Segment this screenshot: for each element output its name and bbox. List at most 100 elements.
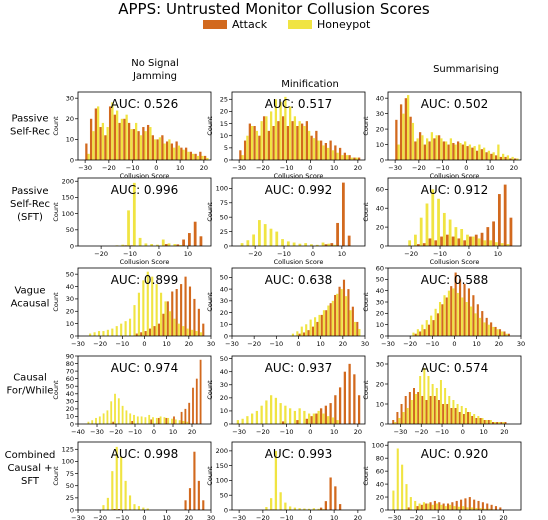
attack-bar xyxy=(432,320,435,336)
y-tick-label: 200 xyxy=(62,178,74,186)
attack-bar xyxy=(481,502,484,510)
honeypot-bar xyxy=(460,406,463,424)
attack-bar xyxy=(151,135,154,160)
x-tick-label: 20 xyxy=(354,428,362,436)
honeypot-bar xyxy=(442,212,446,246)
honeypot-bar xyxy=(120,456,123,510)
honeypot-bar xyxy=(331,300,334,336)
chart-panel: −40 −30 −20 −10 0 10 200102030405060708090Coun… xyxy=(52,352,212,436)
y-tick-label: 30 xyxy=(376,298,384,306)
attack-bar xyxy=(319,507,323,510)
attack-bar xyxy=(503,331,506,336)
auc-label: AUC: 0.588 xyxy=(421,273,489,287)
y-tick-label: 40 xyxy=(220,285,228,293)
honeypot-bar xyxy=(315,244,319,246)
honeypot-bar xyxy=(425,320,428,336)
x-tick-label: −10 xyxy=(436,164,450,172)
attack-bar xyxy=(85,143,88,160)
honeypot-bar xyxy=(120,118,124,160)
attack-bar xyxy=(509,217,513,246)
honeypot-bar xyxy=(487,324,490,336)
row-title: Causal xyxy=(13,373,47,384)
y-tick-label: 0 xyxy=(70,506,74,514)
y-tick-label: 100 xyxy=(216,477,228,485)
y-tick-label: 0 xyxy=(224,242,228,250)
attack-bar xyxy=(112,421,115,424)
honeypot-bar xyxy=(89,333,92,336)
x-tick-label: 10 xyxy=(330,428,338,436)
x-tick-label: −10 xyxy=(128,428,142,436)
honeypot-bar xyxy=(191,329,194,336)
honeypot-bar xyxy=(305,324,308,336)
row-title: SFT xyxy=(21,476,40,487)
attack-bar xyxy=(267,130,270,160)
attack-bar xyxy=(170,143,173,160)
attack-bar xyxy=(239,150,242,160)
chart-panel: −30 −20 −10 0 10 20 0 10 20 30 Count AUC: 0.574 xyxy=(362,355,522,436)
honeypot-bar xyxy=(124,480,127,510)
honeypot-bar xyxy=(427,503,430,510)
attack-bar xyxy=(437,400,440,424)
honeypot-bar xyxy=(394,422,397,424)
attack-bar xyxy=(334,395,337,424)
attack-bar xyxy=(315,130,318,160)
honeypot-bar xyxy=(106,329,109,336)
y-tick-label: 40 xyxy=(376,287,384,295)
x-tick-label: 10 xyxy=(176,164,184,172)
attack-bar xyxy=(498,329,502,336)
y-tick-label: 125 xyxy=(62,446,74,454)
x-tick-label: −20 xyxy=(93,514,107,520)
attack-bar xyxy=(338,504,342,510)
axes-frame xyxy=(231,355,366,425)
attack-bar xyxy=(180,411,183,424)
attack-bar xyxy=(464,498,467,510)
auc-label: AUC: 0.998 xyxy=(111,447,179,461)
y-axis-label: Count xyxy=(362,292,370,312)
honeypot-bar xyxy=(177,323,180,336)
attack-bar xyxy=(459,279,462,336)
x-tick-label: 20 xyxy=(354,514,362,520)
honeypot-bar xyxy=(114,393,116,424)
axes-frame xyxy=(387,91,522,161)
x-tick-label: 20 xyxy=(500,428,508,436)
attack-bar xyxy=(442,141,445,160)
honeypot-bar xyxy=(345,296,348,336)
attack-bar xyxy=(400,404,403,424)
y-tick-label: 20 xyxy=(66,115,74,123)
y-tick-label: 90 xyxy=(66,352,74,360)
attack-bar xyxy=(507,333,510,336)
x-tick-label: 0 xyxy=(467,250,471,258)
honeypot-bar xyxy=(241,418,244,424)
honeypot-bar xyxy=(308,508,311,510)
y-tick-label: 30 xyxy=(66,398,74,406)
x-axis-label: Collusion Score xyxy=(274,258,324,266)
attack-bar xyxy=(428,141,431,160)
honeypot-bar xyxy=(444,388,447,424)
x-tick-label: −30 xyxy=(232,514,246,520)
honeypot-bar xyxy=(241,155,244,160)
axes-frame xyxy=(77,91,212,161)
attack-bar xyxy=(150,419,153,424)
honeypot-bar xyxy=(409,497,412,510)
y-tick-label: 50 xyxy=(66,270,74,278)
attack-bar xyxy=(450,286,453,336)
y-tick-label: 10 xyxy=(220,407,228,415)
x-tick-label: −20 xyxy=(93,340,107,348)
x-tick-label: 0 xyxy=(308,164,312,172)
attack-bar xyxy=(146,124,150,160)
honeypot-bar xyxy=(308,413,311,424)
honeypot-bar xyxy=(498,422,501,424)
honeypot-bar xyxy=(252,234,256,246)
honeypot-bar xyxy=(149,127,152,160)
y-tick-label: 80 xyxy=(66,360,74,368)
honeypot-bar xyxy=(111,471,114,510)
honeypot-bar xyxy=(87,421,90,424)
attack-bar xyxy=(458,412,461,424)
honeypot-bar xyxy=(327,305,330,336)
attack-bar xyxy=(149,328,152,336)
attack-bar xyxy=(481,311,484,336)
honeypot-bar xyxy=(289,506,292,510)
honeypot-bar xyxy=(430,132,434,160)
honeypot-bar xyxy=(440,504,443,510)
x-axis-label: Collusion Score xyxy=(120,172,170,180)
